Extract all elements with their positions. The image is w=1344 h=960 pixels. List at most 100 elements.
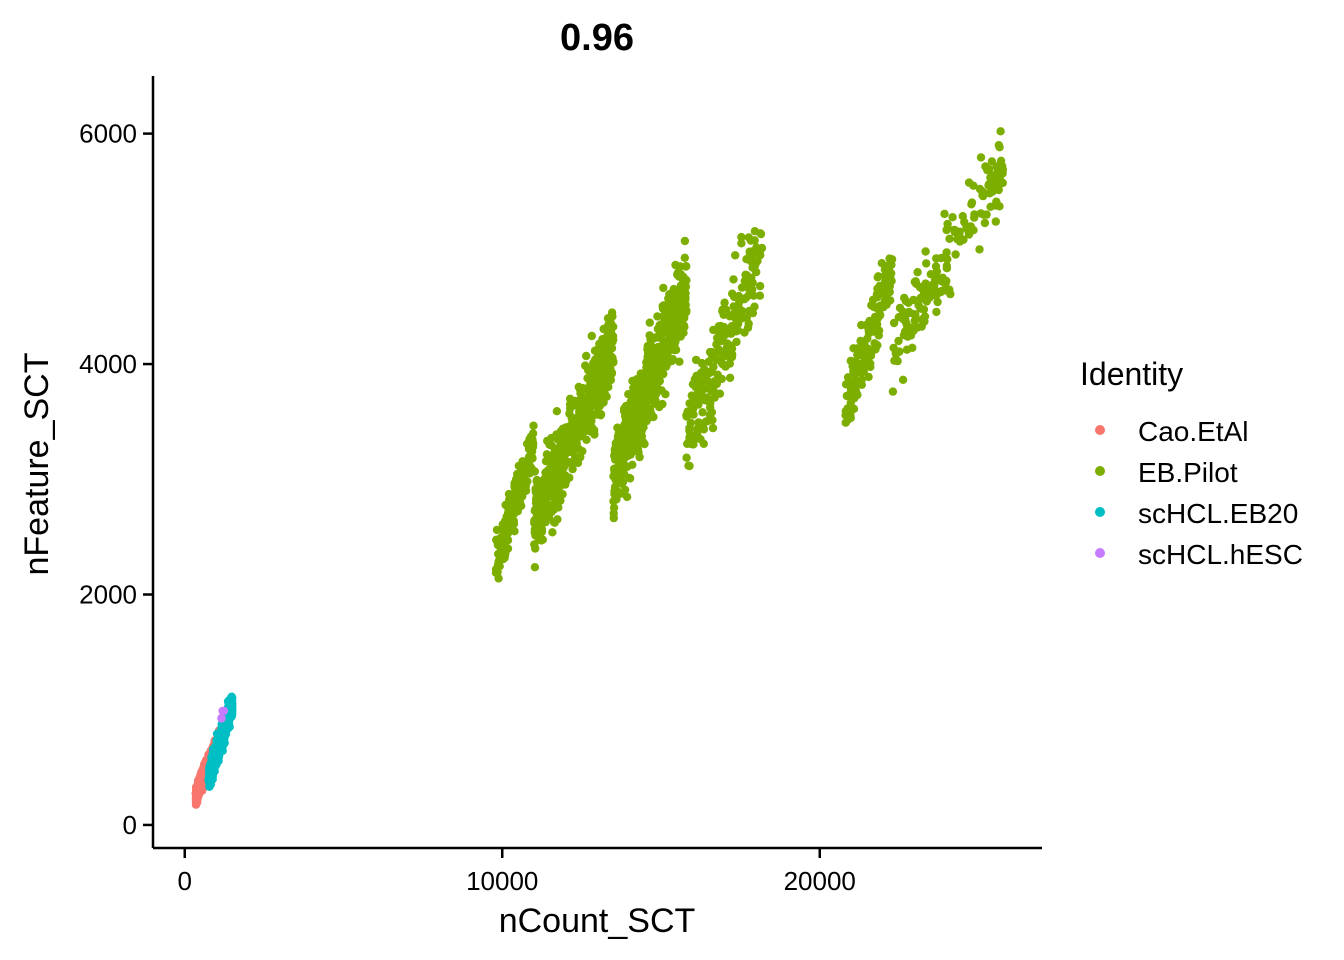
data-point xyxy=(679,273,688,283)
points-layer xyxy=(191,127,1008,809)
y-tick-label: 2000 xyxy=(79,580,137,610)
data-point xyxy=(737,232,746,242)
y-tick-label: 0 xyxy=(123,810,137,840)
data-point xyxy=(725,359,734,368)
data-point xyxy=(530,563,540,572)
data-point xyxy=(582,412,591,421)
data-point xyxy=(874,302,884,312)
legend-entries: Cao.EtAl EB.Pilot scHCL.EB20 scHCL.hESC xyxy=(1095,416,1303,570)
data-point xyxy=(581,361,590,370)
data-point xyxy=(628,427,638,437)
data-point xyxy=(682,410,692,419)
data-point xyxy=(492,525,502,535)
data-point xyxy=(976,209,986,218)
data-point xyxy=(737,239,746,248)
data-point xyxy=(625,474,635,483)
x-tick-label: 10000 xyxy=(466,866,538,896)
data-point xyxy=(565,473,574,482)
data-point xyxy=(574,396,583,406)
data-point xyxy=(607,344,616,353)
data-point xyxy=(565,400,575,409)
data-point xyxy=(932,254,941,263)
data-point xyxy=(726,327,735,337)
data-point xyxy=(532,517,541,526)
data-point xyxy=(590,430,599,439)
data-point xyxy=(616,432,626,441)
data-point xyxy=(748,263,757,272)
data-point xyxy=(643,379,652,388)
data-point xyxy=(698,408,707,417)
data-point xyxy=(615,470,624,479)
data-point xyxy=(587,331,596,341)
data-point xyxy=(581,427,590,436)
data-point xyxy=(873,273,882,282)
legend-key xyxy=(1095,466,1105,476)
data-point xyxy=(601,355,610,364)
data-point xyxy=(925,293,934,302)
data-point xyxy=(970,213,979,222)
data-point xyxy=(628,398,637,407)
data-point xyxy=(195,786,205,796)
data-point xyxy=(568,464,577,474)
data-point xyxy=(709,325,718,335)
data-point xyxy=(987,157,997,166)
data-point xyxy=(747,273,756,282)
data-point xyxy=(942,276,951,286)
data-point xyxy=(969,226,978,235)
data-point xyxy=(527,452,537,462)
data-point xyxy=(215,748,224,757)
data-point xyxy=(543,512,553,521)
data-point xyxy=(717,359,727,368)
data-point xyxy=(917,284,927,293)
data-point xyxy=(950,228,959,237)
data-point xyxy=(585,382,594,392)
data-point xyxy=(676,262,685,271)
y-ticks: 0 2000 4000 6000 xyxy=(79,119,153,840)
data-point xyxy=(651,333,661,342)
data-point xyxy=(967,200,976,209)
data-point xyxy=(658,301,667,311)
data-point xyxy=(567,413,576,423)
data-point xyxy=(607,308,617,317)
data-point xyxy=(645,351,655,361)
data-point xyxy=(731,313,740,322)
data-point xyxy=(530,528,539,537)
data-point xyxy=(519,473,528,482)
data-point xyxy=(664,322,673,331)
data-point xyxy=(946,289,955,299)
data-point xyxy=(609,513,618,523)
data-point xyxy=(894,313,903,322)
data-point xyxy=(217,714,226,723)
data-point xyxy=(848,378,857,388)
data-point xyxy=(645,331,654,340)
series-EB.Pilot xyxy=(491,127,1008,583)
data-point xyxy=(846,398,855,408)
data-point xyxy=(745,306,754,316)
data-point xyxy=(610,486,619,496)
data-point xyxy=(530,467,539,476)
data-point xyxy=(859,350,869,360)
series-scHCL.EB20 xyxy=(204,692,237,791)
data-point xyxy=(635,452,644,462)
data-point xyxy=(937,286,947,296)
data-point xyxy=(661,390,670,399)
data-point xyxy=(596,374,606,383)
data-point xyxy=(978,187,987,196)
data-point xyxy=(653,312,662,321)
data-point xyxy=(506,502,515,511)
x-axis-title: nCount_SCT xyxy=(499,902,696,940)
data-point xyxy=(671,291,680,301)
data-point xyxy=(909,295,918,305)
data-point xyxy=(623,462,632,471)
data-point xyxy=(995,202,1004,211)
data-point xyxy=(663,355,672,365)
data-point xyxy=(994,165,1004,174)
data-point xyxy=(986,202,995,211)
chart-title: 0.96 xyxy=(560,17,634,59)
data-point xyxy=(659,369,668,379)
data-point xyxy=(580,395,590,404)
data-point xyxy=(642,385,651,395)
data-point xyxy=(527,443,536,452)
data-point xyxy=(636,398,645,407)
data-point xyxy=(534,506,544,515)
